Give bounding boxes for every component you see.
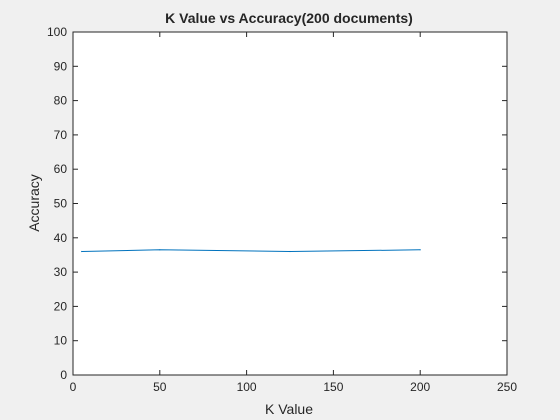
x-tick-label: 100	[237, 380, 257, 394]
y-tick-label: 0	[60, 368, 67, 382]
x-tick-label: 50	[153, 380, 167, 394]
y-tick-label: 90	[54, 59, 68, 73]
chart-title: K Value vs Accuracy(200 documents)	[165, 10, 413, 26]
y-tick-label: 70	[54, 128, 68, 142]
x-axis-ticks: 0 50 100 150 200 250	[70, 32, 517, 394]
x-axis-label: K Value	[265, 401, 313, 417]
series-layer	[81, 249, 421, 253]
x-tick-label: 250	[497, 380, 517, 394]
y-tick-label: 100	[47, 25, 67, 39]
x-tick-label: 150	[323, 380, 343, 394]
series-line	[81, 249, 421, 253]
y-tick-label: 50	[54, 197, 68, 211]
plot-area	[72, 31, 508, 376]
y-tick-label: 40	[54, 231, 68, 245]
y-tick-label: 30	[54, 265, 68, 279]
y-tick-label: 80	[54, 94, 68, 108]
y-axis-label: Accuracy	[26, 174, 42, 232]
y-tick-label: 20	[54, 299, 68, 313]
y-axis-ticks: 0 10 20 30 40 50 60 70 80 90 100	[47, 25, 507, 382]
data-point	[159, 249, 161, 251]
data-point	[289, 250, 291, 253]
data-point	[419, 249, 421, 251]
y-tick-label: 10	[54, 334, 68, 348]
x-tick-label: 200	[410, 380, 430, 394]
data-point	[81, 250, 83, 253]
x-tick-label: 0	[70, 380, 77, 394]
y-tick-label: 60	[54, 162, 68, 176]
